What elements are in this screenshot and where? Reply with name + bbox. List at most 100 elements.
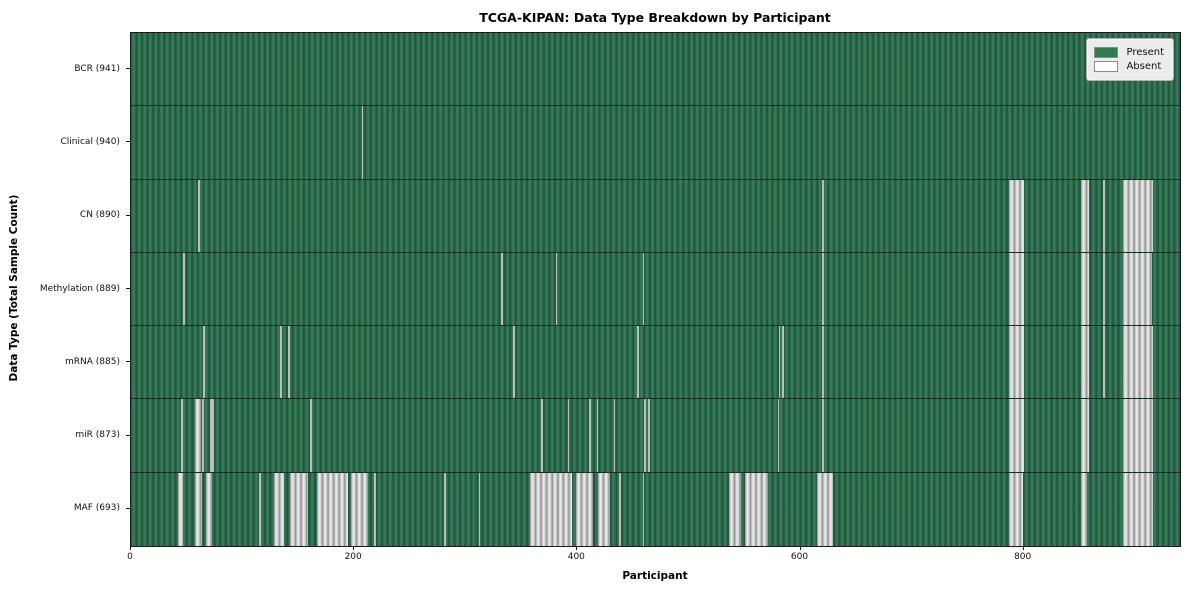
absent-segment (1009, 252, 1024, 326)
x-tick-label-400: 400 (567, 552, 585, 562)
y-tick-mark (126, 434, 130, 436)
absent-segment (181, 399, 183, 472)
absent-segment (1123, 326, 1154, 399)
absent-segment (1103, 252, 1105, 326)
x-axis-title: Participant (622, 570, 688, 582)
absent-segment (728, 472, 741, 546)
x-tick-label-600: 600 (790, 552, 809, 562)
x-tick-mark (353, 546, 355, 550)
heatmap-plot-area (130, 32, 1181, 547)
absent-segment (290, 472, 309, 546)
absent-segment (1080, 179, 1089, 252)
absent-segment (444, 472, 446, 546)
y-tick-label-clinical: Clinical (940) (60, 136, 120, 147)
absent-segment (259, 472, 261, 546)
absent-segment (822, 252, 824, 326)
absent-segment (777, 399, 780, 472)
absent-segment (619, 472, 621, 546)
x-tick-label-800: 800 (1014, 552, 1032, 562)
absent-segment (778, 326, 781, 399)
heatmap-row-cn (131, 179, 1180, 253)
absent-segment (205, 472, 213, 546)
absent-segment (197, 179, 201, 252)
absent-segment (194, 399, 202, 472)
absent-segment (643, 399, 646, 472)
legend-label-present: Present (1126, 47, 1164, 58)
absent-segment (310, 399, 312, 472)
absent-segment (1103, 179, 1105, 252)
y-axis-title: Data Type (Total Sample Count) (8, 194, 20, 382)
absent-segment (288, 326, 290, 399)
absent-segment (1123, 472, 1154, 546)
absent-segment (513, 326, 515, 399)
y-tick-label-maf: MAF (693) (73, 503, 120, 514)
y-tick-mark (126, 288, 130, 289)
absent-segment (530, 472, 573, 546)
legend: Present Absent (1086, 38, 1174, 81)
legend-label-absent: Absent (1126, 61, 1162, 72)
y-tick-label-mrna: mRNA (885) (65, 356, 120, 367)
legend-swatch-absent-icon (1094, 61, 1119, 72)
heatmap-row-maf (131, 472, 1180, 546)
absent-segment (598, 472, 611, 546)
absent-segment (822, 399, 824, 472)
absent-segment (203, 326, 205, 399)
x-tick-label-0: 0 (127, 552, 133, 562)
absent-segment (1009, 472, 1023, 546)
absent-segment (642, 472, 645, 546)
absent-segment (613, 399, 616, 472)
absent-segment (501, 252, 503, 326)
y-tick-mark (126, 141, 130, 143)
heatmap-row-bcr (131, 33, 1180, 107)
y-tick-label-methylation: Methylation (889) (39, 283, 120, 294)
absent-segment (1080, 252, 1089, 326)
absent-segment (194, 472, 203, 546)
absent-segment (210, 399, 212, 472)
absent-segment (1103, 326, 1105, 399)
legend-swatch-present-icon (1094, 47, 1119, 58)
absent-segment (202, 399, 204, 472)
legend-entry-present: Present (1094, 47, 1164, 58)
x-tick-mark (130, 546, 131, 550)
absent-segment (273, 472, 284, 546)
absent-segment (567, 399, 570, 472)
absent-segment (822, 179, 824, 252)
absent-segment (1123, 179, 1154, 252)
legend-entry-absent: Absent (1094, 61, 1164, 72)
absent-segment (1009, 326, 1024, 399)
absent-segment (589, 399, 591, 472)
x-tick-mark (799, 546, 801, 550)
absent-segment (745, 472, 768, 546)
y-axis-tick-labels: BCR (941) Clinical (940) CN (890) Methylati… (0, 32, 130, 545)
absent-segment (1123, 399, 1154, 472)
absent-segment (648, 399, 650, 472)
absent-segment (575, 472, 593, 546)
heatmap-row-methylation (131, 252, 1180, 327)
y-tick-label-mir: miR (873) (75, 430, 120, 441)
absent-segment (1080, 472, 1088, 546)
heatmap-row-mir (131, 399, 1180, 473)
x-tick-label-200: 200 (344, 552, 362, 562)
absent-segment (280, 326, 282, 399)
x-axis-tick-labels: 0 200 400 600 800 (127, 546, 1180, 572)
x-tick-mark (576, 546, 578, 550)
absent-segment (596, 399, 599, 472)
absent-segment (782, 326, 784, 399)
heatmap-row-clinical (131, 106, 1180, 180)
absent-segment (212, 399, 214, 472)
absent-segment (1080, 326, 1089, 399)
absent-segment (1080, 399, 1089, 472)
y-tick-label-cn: CN (890) (79, 210, 120, 221)
y-tick-mark (126, 68, 130, 70)
absent-segment (361, 106, 364, 179)
absent-segment (183, 252, 185, 326)
y-tick-mark (126, 361, 130, 363)
absent-segment (374, 472, 376, 546)
absent-segment (816, 472, 834, 546)
y-tick-mark (126, 507, 130, 509)
absent-segment (822, 326, 824, 399)
absent-segment (541, 399, 543, 472)
absent-segment (1123, 252, 1153, 326)
heatmap-row-mrna (131, 326, 1180, 400)
